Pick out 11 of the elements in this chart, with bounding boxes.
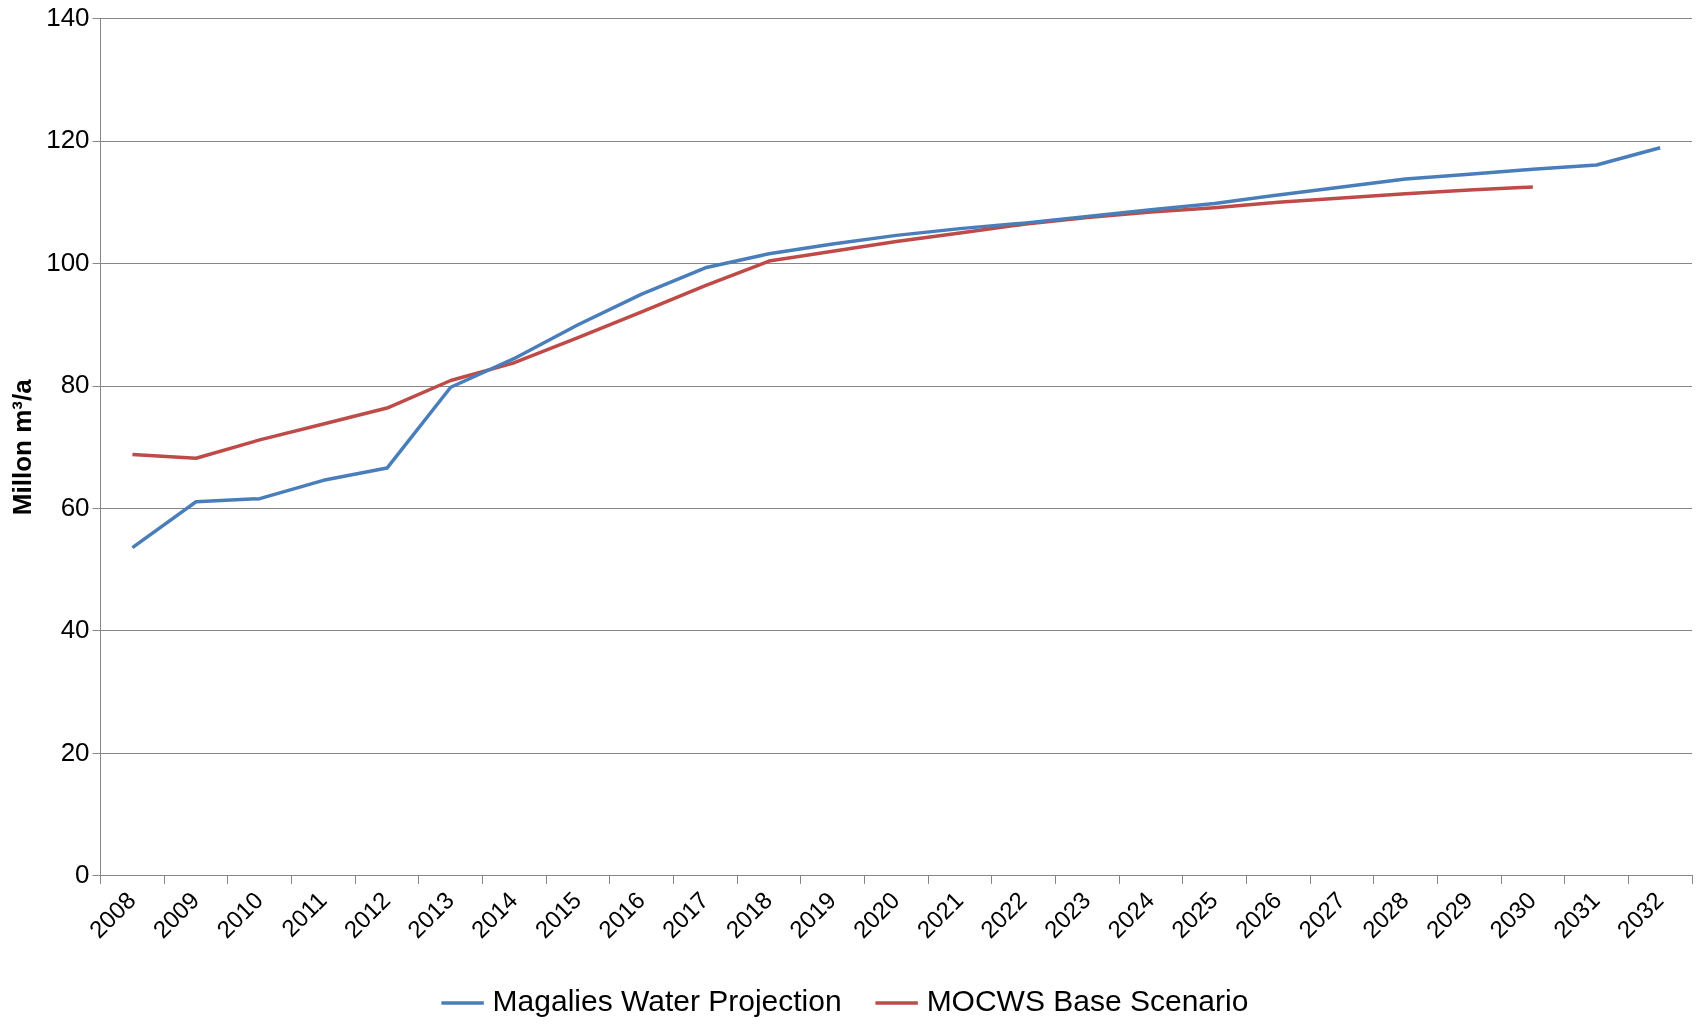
y-tick-label: 80 xyxy=(60,369,90,400)
y-tick-label: 40 xyxy=(60,614,90,645)
y-tick-label: 0 xyxy=(75,859,90,890)
y-tick-label: 140 xyxy=(46,1,90,32)
legend-label: Magalies Water Projection xyxy=(492,984,842,1018)
y-tick-label: 20 xyxy=(60,736,90,767)
legend-label: MOCWS Base Scenario xyxy=(926,984,1249,1018)
y-tick-label: 60 xyxy=(60,491,90,522)
y-axis-title: Millon m³/a xyxy=(6,378,37,516)
y-tick-label: 120 xyxy=(46,124,90,155)
y-tick-label: 100 xyxy=(46,246,90,277)
